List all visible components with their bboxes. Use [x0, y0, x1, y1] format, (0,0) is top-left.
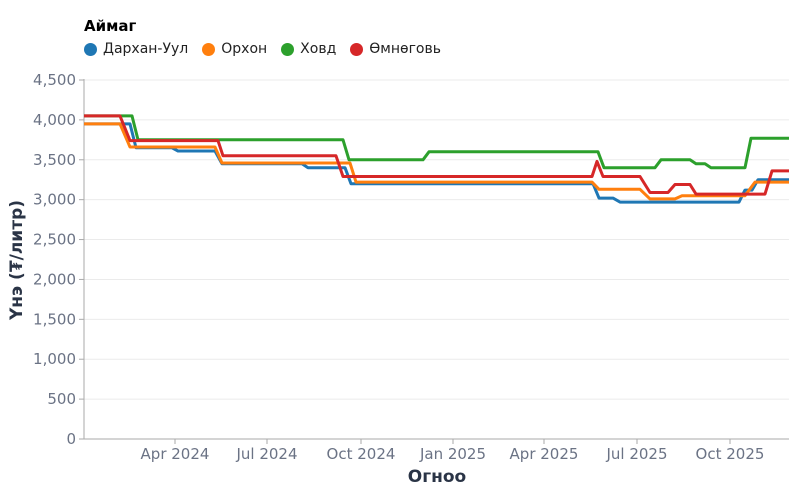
x-tick-label: Oct 2024 — [327, 445, 396, 463]
legend-label: Дархан-Уул — [103, 41, 189, 57]
legend-marker-icon — [202, 42, 216, 56]
series-line-1[interactable] — [84, 122, 789, 201]
legend: Дархан-Уул Орхон Ховд Өмнөговь — [84, 41, 441, 57]
y-tick-label: 3,000 — [33, 191, 76, 209]
legend-label: Өмнөговь — [369, 41, 441, 57]
y-tick-label: 4,500 — [33, 71, 76, 89]
y-tick-label: 4,000 — [33, 111, 76, 129]
legend-label: Ховд — [300, 41, 337, 57]
series-line-0[interactable] — [84, 122, 789, 204]
y-tick-label: 3,500 — [33, 151, 76, 169]
x-tick-label: Apr 2024 — [141, 445, 210, 463]
legend-item-darkhan-uul[interactable]: Дархан-Уул — [84, 41, 188, 57]
legend-title: Аймаг — [84, 17, 137, 35]
y-tick-label: 2,500 — [33, 231, 76, 249]
legend-item-orkhon[interactable]: Орхон — [202, 41, 267, 57]
y-tick-label: 1,000 — [33, 350, 76, 368]
x-tick-label: Jul 2024 — [235, 445, 297, 463]
series-line-3[interactable] — [84, 114, 789, 196]
series-lines — [84, 114, 789, 204]
y-tick-label: 1,500 — [33, 310, 76, 328]
x-tick-label: Jan 2025 — [419, 445, 486, 463]
legend-item-umnugovi[interactable]: Өмнөговь — [350, 41, 441, 57]
legend-label: Орхон — [221, 41, 268, 57]
x-axis-ticks: Apr 2024 Jul 2024 Oct 2024 Jan 2025 Apr 2025… — [141, 439, 765, 463]
y-axis-ticks: 0 500 1,000 1,500 2,000 2,500 3,000 3,500 4,000 4… — [33, 71, 84, 448]
x-axis-title: Огноо — [408, 467, 466, 487]
legend-marker-icon — [84, 42, 97, 56]
legend-marker-icon — [281, 42, 295, 56]
legend-marker-icon — [350, 42, 364, 56]
x-tick-label: Oct 2025 — [696, 445, 765, 463]
x-tick-label: Jul 2025 — [605, 445, 667, 463]
series-line-2[interactable] — [84, 114, 789, 170]
x-tick-label: Apr 2025 — [510, 445, 579, 463]
y-tick-label: 2,000 — [33, 270, 76, 288]
y-tick-label: 0 — [66, 430, 76, 448]
y-tick-label: 500 — [47, 390, 76, 408]
legend-item-khovd[interactable]: Ховд — [281, 41, 336, 57]
y-axis-title: Үнэ (₮/литр) — [7, 200, 27, 321]
gridlines — [84, 79, 789, 400]
